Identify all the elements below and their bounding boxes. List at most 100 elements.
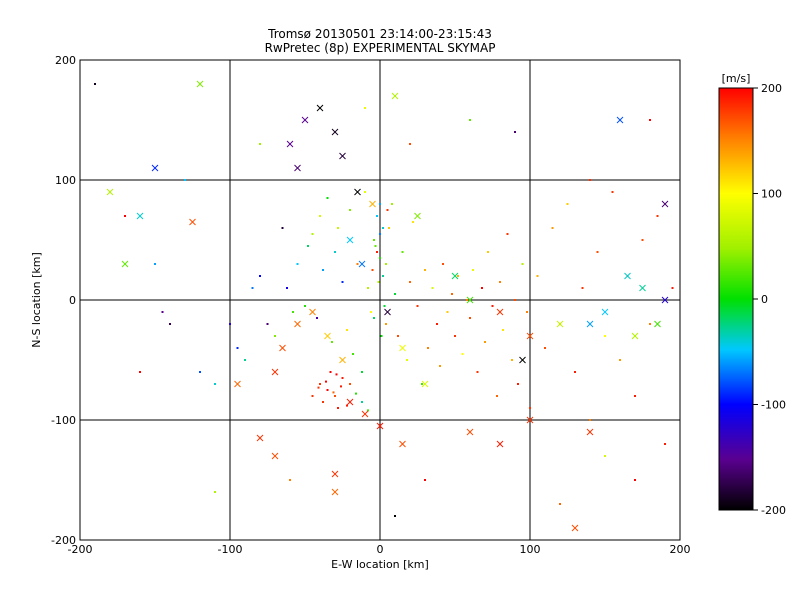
cross-marker [414, 212, 421, 220]
dot-marker [304, 305, 306, 307]
x-tick-label: 100 [520, 543, 541, 556]
dot-marker [361, 371, 363, 373]
dot-marker [481, 287, 483, 289]
y-tick-label: -200 [51, 534, 76, 547]
dot-marker [589, 179, 591, 181]
cross-marker [294, 164, 301, 172]
dot-marker [604, 455, 606, 457]
dot-marker [499, 281, 501, 283]
dot-marker [517, 383, 519, 385]
colorbar-tick-label: -100 [761, 399, 786, 412]
dot-marker [502, 329, 504, 331]
cross-marker [256, 434, 264, 442]
colorbar-label: [m/s] [722, 72, 751, 85]
dot-marker [371, 269, 374, 271]
x-axis-ticks: -200 -100 0 100 200 [68, 534, 691, 556]
cross-marker [279, 344, 286, 352]
dot-marker [383, 305, 386, 307]
chart-title: Tromsø 20130501 23:14:00-23:15:43 [267, 27, 492, 41]
x-tick-label: 200 [670, 543, 691, 556]
cross-marker [324, 332, 331, 340]
cross-marker [331, 488, 339, 496]
dot-marker [377, 281, 380, 283]
dot-marker [341, 281, 344, 283]
dot-marker [566, 203, 569, 205]
dot-marker [514, 131, 516, 133]
cross-marker [399, 344, 406, 352]
dot-marker [611, 191, 614, 193]
dot-marker [604, 335, 606, 337]
dot-marker [409, 281, 411, 283]
dot-marker [296, 263, 299, 265]
cross-marker [466, 296, 474, 304]
dot-marker [424, 269, 426, 271]
dot-marker [319, 383, 321, 385]
cross-marker [586, 320, 594, 328]
dot-marker [337, 227, 339, 229]
dot-marker [559, 503, 561, 505]
dot-marker [385, 263, 387, 265]
dot-marker [214, 383, 216, 385]
dot-marker [259, 275, 261, 277]
dot-marker [476, 371, 479, 373]
dot-marker [506, 233, 509, 235]
dot-marker [349, 383, 351, 385]
dot-marker [394, 515, 396, 517]
cross-marker [496, 308, 504, 316]
grid-lines [80, 60, 680, 540]
cross-marker [286, 140, 294, 148]
dot-marker [370, 311, 372, 313]
cross-marker [661, 200, 669, 208]
dot-marker [322, 269, 324, 271]
dot-marker [322, 401, 324, 403]
cross-marker [399, 440, 406, 448]
cross-marker [601, 308, 609, 316]
x-tick-label: 0 [377, 543, 384, 556]
cross-marker [339, 152, 346, 160]
dot-marker [596, 251, 599, 253]
dot-marker [376, 215, 378, 217]
dot-marker [511, 359, 513, 361]
cross-marker [331, 470, 339, 478]
colorbar-tick-label: 0 [761, 293, 768, 306]
dot-marker [266, 323, 269, 325]
dot-marker [382, 227, 384, 229]
cross-marker [421, 380, 429, 388]
dot-marker [374, 245, 377, 247]
dot-marker [619, 359, 621, 361]
cross-marker [451, 272, 459, 280]
dot-marker [349, 209, 351, 211]
dot-marker [379, 233, 381, 235]
dot-marker [649, 323, 651, 325]
dot-marker [326, 389, 329, 391]
dot-marker [439, 365, 441, 367]
cross-marker [369, 200, 376, 208]
colorbar-tick-label: 100 [761, 188, 782, 201]
cross-marker [106, 188, 114, 196]
dot-marker [361, 401, 363, 403]
dot-marker [335, 373, 338, 376]
dot-marker [491, 305, 494, 307]
cross-marker [624, 272, 631, 280]
cross-marker [639, 284, 646, 292]
cross-marker [361, 410, 369, 418]
dot-marker [574, 371, 576, 373]
dot-marker [229, 323, 231, 325]
dot-marker [401, 251, 404, 253]
dot-marker [199, 371, 201, 373]
dot-marker [469, 317, 471, 319]
dot-marker [484, 341, 486, 343]
dot-marker [406, 359, 408, 361]
dot-marker [544, 347, 546, 349]
dot-marker [379, 203, 381, 205]
cross-marker [234, 380, 241, 388]
cross-marker [339, 356, 346, 364]
dot-marker [446, 311, 449, 313]
dot-marker [316, 317, 318, 319]
colorbar-tick-label: 200 [761, 82, 782, 95]
cross-marker [271, 452, 279, 460]
dot-marker [451, 293, 453, 295]
dot-marker [394, 293, 396, 295]
dot-marker [214, 491, 216, 493]
y-tick-label: 0 [69, 294, 76, 307]
